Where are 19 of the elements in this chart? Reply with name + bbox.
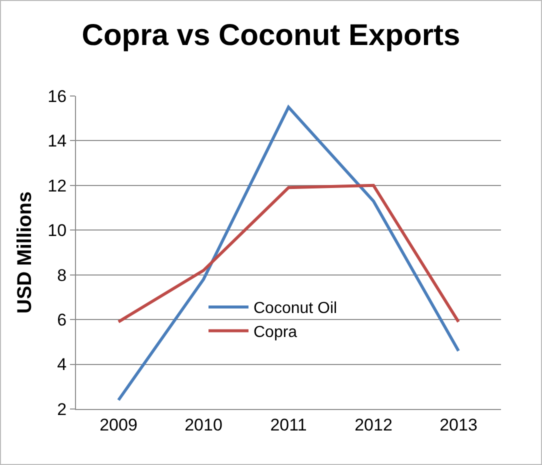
line-series	[117, 184, 460, 324]
x-tick-label: 2009	[100, 415, 138, 434]
y-tick-label: 4	[57, 355, 67, 374]
y-axis-title: USD Millions	[14, 191, 36, 314]
x-tick-label: 2011	[270, 415, 307, 434]
y-tick-label: 14	[48, 132, 67, 151]
x-tick-label: 2010	[184, 415, 222, 434]
y-tick-label: 2	[57, 400, 67, 419]
legend-label: Coconut Oil	[254, 300, 338, 318]
chart-title: Copra vs Coconut Exports	[82, 19, 460, 52]
legend-label: Copra	[254, 324, 298, 341]
y-tick-label: 16	[48, 86, 67, 106]
line-series	[117, 106, 460, 402]
y-tick-label: 12	[48, 176, 67, 196]
x-tick-label: 2013	[440, 415, 478, 434]
y-tick-label: 10	[48, 221, 67, 240]
y-tick-label: 6	[57, 310, 67, 330]
y-tick-label: 8	[57, 266, 67, 285]
x-tick-label: 2012	[354, 415, 392, 434]
